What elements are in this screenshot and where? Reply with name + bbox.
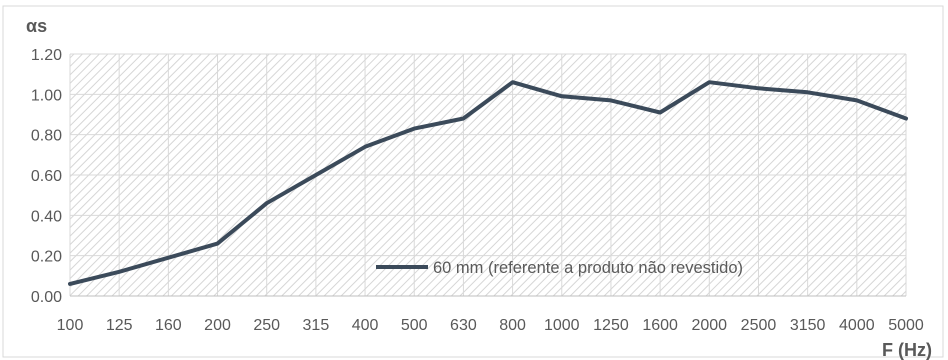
x-tick-label: 400 [352,317,379,334]
series-line [68,80,908,286]
x-tick-label: 800 [499,317,526,334]
x-tick-label: 315 [303,317,330,334]
x-tick-label: 1600 [642,317,678,334]
y-tick-label: 0.60 [31,168,62,185]
series [68,80,908,286]
x-tick-label: 160 [155,317,182,334]
x-axis-title: F (Hz) [882,340,932,360]
x-tick-label: 1250 [593,317,629,334]
x-tick-label: 2500 [741,317,777,334]
y-tick-label: 0.40 [31,208,62,225]
x-tick-label: 250 [253,317,280,334]
y-tick-label: 0.00 [31,289,62,306]
x-tick-label: 100 [57,317,84,334]
legend: 60 mm (referente a produto não revestido… [376,259,743,277]
x-tick-label: 125 [106,317,133,334]
x-tick-label: 200 [204,317,231,334]
x-tick-label: 630 [450,317,477,334]
y-axis-title: αs [26,16,47,36]
x-tick-label: 4000 [839,317,875,334]
x-axis-ticks: 100 125 160 200 250 315 400 500 630 800 1000 1250 16… [57,317,924,334]
x-tick-label: 3150 [790,317,826,334]
x-tick-label: 1000 [544,317,580,334]
x-tick-label: 5000 [888,317,924,334]
x-tick-label: 2000 [691,317,727,334]
y-tick-label: 1.20 [31,47,62,64]
gridlines [69,53,907,297]
legend-label: 60 mm (referente a produto não revestido… [433,259,743,277]
y-tick-label: 1.00 [31,87,62,104]
y-axis-ticks: 0.00 0.20 0.40 0.60 0.80 1.00 1.20 [31,47,62,306]
x-tick-label: 500 [401,317,428,334]
chart-frame [2,5,944,358]
y-tick-label: 0.80 [31,128,62,145]
y-tick-label: 0.20 [31,249,62,266]
